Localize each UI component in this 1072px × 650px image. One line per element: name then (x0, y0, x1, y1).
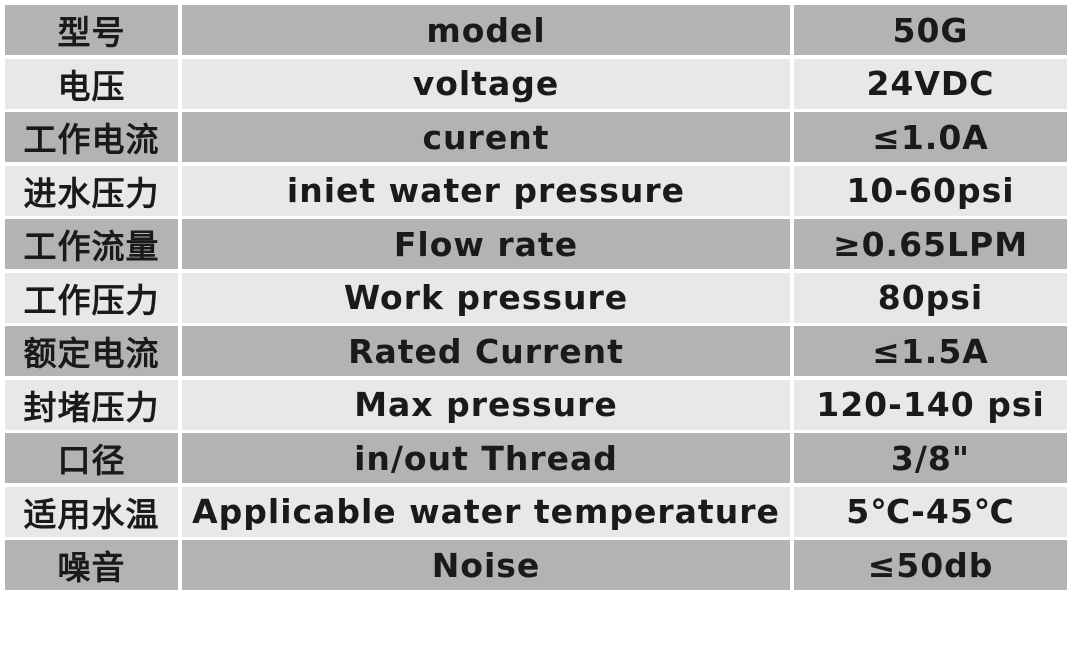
spec-value: 5℃-45℃ (794, 486, 1067, 537)
spec-value: 80psi (794, 272, 1067, 323)
english-label: Applicable water temperature (182, 486, 790, 537)
english-label: Noise (182, 540, 790, 590)
english-label: in/out Thread (182, 433, 790, 483)
spec-value: 10-60psi (794, 165, 1067, 216)
chinese-label: 封堵压力 (5, 379, 178, 430)
chinese-label: 工作电流 (5, 112, 178, 162)
chinese-label: 进水压力 (5, 165, 178, 216)
english-label: curent (182, 112, 790, 162)
chinese-label: 噪音 (5, 540, 178, 590)
chinese-label: 工作流量 (5, 219, 178, 269)
spec-table: 型号 model 50G 电压 voltage 24VDC 工作电流 curent ≤1.0A 进… (5, 5, 1067, 590)
chinese-label: 电压 (5, 58, 178, 109)
spec-value: ≤50db (794, 540, 1067, 590)
english-label: Max pressure (182, 379, 790, 430)
english-label: model (182, 5, 790, 55)
chinese-label: 型号 (5, 5, 178, 55)
spec-value: 50G (794, 5, 1067, 55)
spec-value: 120-140 psi (794, 379, 1067, 430)
chinese-label: 工作压力 (5, 272, 178, 323)
spec-value: 3/8" (794, 433, 1067, 483)
chinese-label: 适用水温 (5, 486, 178, 537)
chinese-label: 额定电流 (5, 326, 178, 376)
spec-value: ≤1.0A (794, 112, 1067, 162)
spec-value: ≤1.5A (794, 326, 1067, 376)
english-label: Rated Current (182, 326, 790, 376)
spec-value: 24VDC (794, 58, 1067, 109)
english-label: Flow rate (182, 219, 790, 269)
english-label: Work pressure (182, 272, 790, 323)
english-label: voltage (182, 58, 790, 109)
chinese-label: 口径 (5, 433, 178, 483)
spec-value: ≥0.65LPM (794, 219, 1067, 269)
english-label: iniet water pressure (182, 165, 790, 216)
